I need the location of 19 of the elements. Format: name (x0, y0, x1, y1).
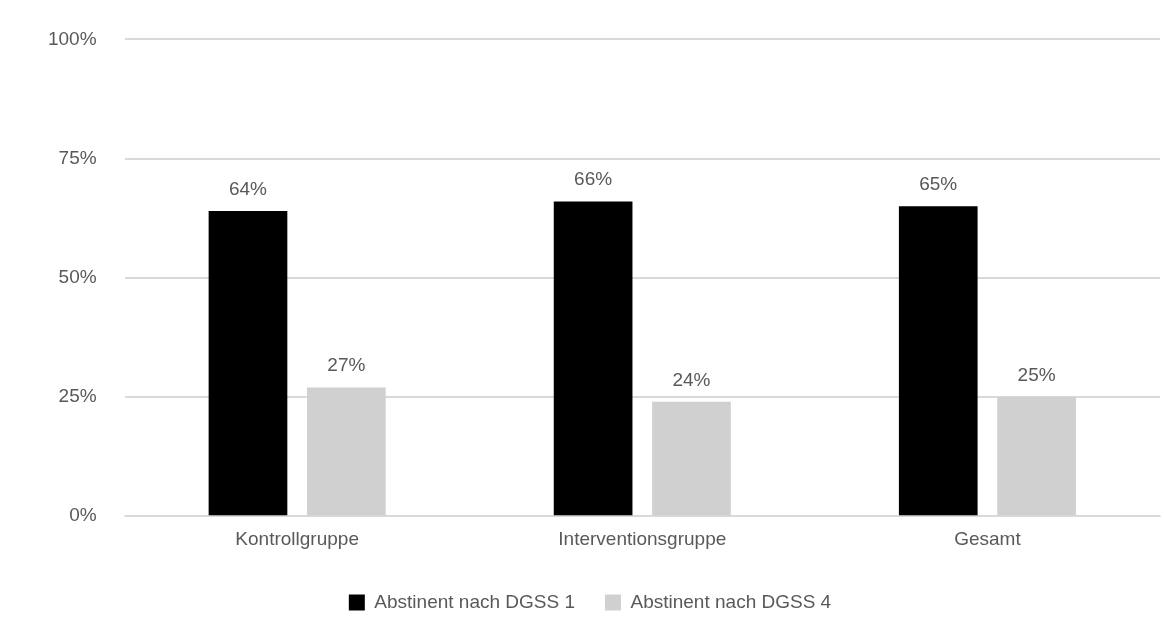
y-tick-label: 75% (58, 146, 97, 168)
y-tick-label: 25% (58, 385, 97, 407)
data-label: 65% (919, 173, 958, 195)
y-tick-label: 0% (69, 504, 97, 526)
data-label: 66% (574, 168, 613, 190)
data-label: 24% (672, 368, 711, 390)
bar (898, 206, 978, 516)
bar (208, 211, 288, 516)
x-tick-label: Kontrollgruppe (235, 527, 359, 549)
y-tick-label: 50% (58, 266, 97, 288)
x-tick-label: Gesamt (954, 527, 1022, 549)
x-tick-label: Interventionsgruppe (558, 527, 727, 549)
bar (553, 201, 633, 516)
data-label: 64% (228, 177, 268, 199)
data-label: 25% (1017, 363, 1056, 385)
data-label: 27% (327, 354, 366, 376)
legend-label: Abstinent nach DGSS 1 (374, 590, 575, 612)
y-tick-label: 100% (47, 27, 97, 49)
legend-label: Abstinent nach DGSS 4 (630, 590, 832, 612)
